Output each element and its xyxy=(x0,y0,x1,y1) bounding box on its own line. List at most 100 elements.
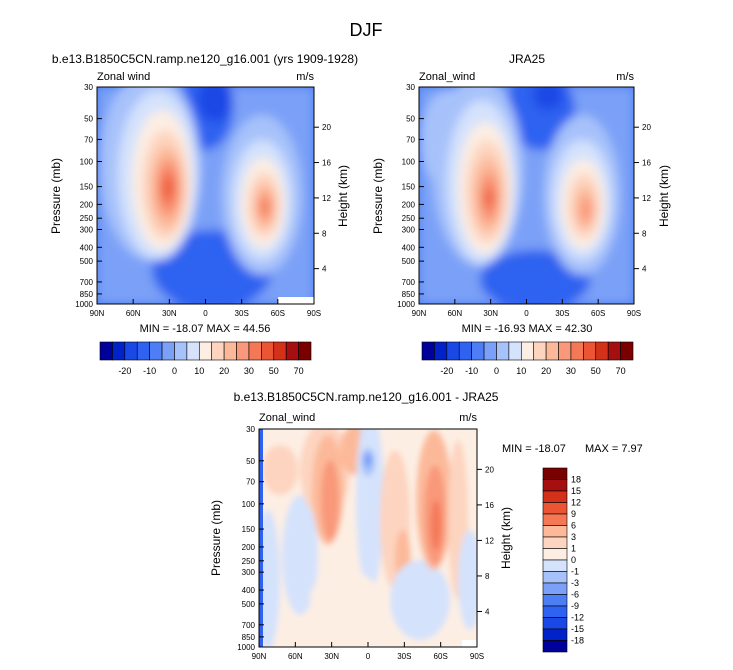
panel-obs-ytick-label: 850 xyxy=(402,290,416,299)
panel-obs-xtick-label: 0 xyxy=(524,309,529,318)
panel-obs-ytick-label: 1000 xyxy=(397,300,415,309)
panel-diff-ytick-label: 500 xyxy=(242,600,256,609)
panel-obs-contours xyxy=(419,87,634,304)
panel-diff-ytick-label: 250 xyxy=(242,557,256,566)
panel-diff-colorbar-label: 3 xyxy=(571,532,576,542)
panel-diff-colorbar-box xyxy=(542,594,568,607)
panel-model-stats: MIN = -18.07 MAX = 44.56 xyxy=(140,323,271,335)
panel-diff-colorbar-label: -6 xyxy=(571,590,579,600)
panel-obs-y2tick-label: 20 xyxy=(642,123,651,132)
panel-diff-colorbar-label: -12 xyxy=(571,613,584,623)
panel-obs-y2tick-label: 8 xyxy=(642,229,647,238)
panel-diff-xtick-label: 60S xyxy=(434,652,448,661)
panel-obs-colorbar: -20 -10 0 10 20 30 50 70 xyxy=(421,341,634,376)
panel-model-ytick-label: 250 xyxy=(80,214,94,223)
panel-model-colorbar-box xyxy=(174,341,188,361)
panel-obs-colorbar-box xyxy=(545,341,559,361)
panel-diff-colorbar-label: 9 xyxy=(571,509,576,519)
panel-model-ylabel: Pressure (mb) xyxy=(49,158,63,234)
panel-model-colorbar-label: 50 xyxy=(269,366,279,376)
panel-model-colorbar-box xyxy=(223,341,237,361)
panel-diff-colorbar-box xyxy=(542,617,568,630)
panel-obs-xtick-label: 30N xyxy=(483,309,498,318)
panel-model-variable-label: Zonal wind xyxy=(97,71,150,83)
panel-model-colorbar-box xyxy=(198,341,213,361)
panel-obs-y2tick-label: 16 xyxy=(642,159,651,168)
panel-obs-xtick-label: 90N xyxy=(412,309,427,318)
panel-model-colorbar-label: 10 xyxy=(194,366,204,376)
panel-model-ytick-label: 850 xyxy=(80,290,94,299)
panel-obs-ytick-label: 500 xyxy=(402,257,416,266)
panel-model-xtick-label: 90S xyxy=(307,309,321,318)
panel-obs-colorbar-box xyxy=(421,341,435,361)
panel-model-colorbar-box xyxy=(285,341,299,361)
panel-obs-ytick-label: 70 xyxy=(406,135,415,144)
panel-model-ytick-label: 150 xyxy=(80,183,94,192)
panel-obs: JRA25 Zonal_wind m/s xyxy=(371,52,671,376)
panel-diff-title: b.e13.B1850C5CN.ramp.ne120_g16.001 - JRA… xyxy=(234,390,499,404)
panel-diff-ylabel: Pressure (mb) xyxy=(209,500,223,576)
panel-obs-ytick-label: 150 xyxy=(402,183,416,192)
panel-model-y2tick-label: 20 xyxy=(322,123,331,132)
panel-model-ytick-label: 70 xyxy=(84,135,93,144)
panel-obs-colorbar-box xyxy=(583,341,597,361)
panel-obs-xtick-label: 60S xyxy=(591,309,605,318)
panel-diff-colorbar-label: -18 xyxy=(571,636,584,646)
panel-model-xtick-label: 90N xyxy=(90,309,105,318)
panel-obs-colorbar-label: -10 xyxy=(465,366,478,376)
panel-diff-colorbar-label: -15 xyxy=(571,624,584,634)
panel-diff-colorbar-label: -3 xyxy=(571,578,579,588)
panel-obs-colorbar-box xyxy=(558,341,572,361)
panel-model-ytick-label: 400 xyxy=(80,243,94,252)
panel-diff-colorbar-box xyxy=(542,490,568,503)
panel-obs-colorbar-label: 10 xyxy=(516,366,526,376)
panel-diff-ytick-label: 50 xyxy=(246,457,255,466)
panel-obs-colorbar-box xyxy=(446,341,460,361)
panel-diff-stats-min: MIN = -18.07 xyxy=(502,443,566,455)
panel-obs-colorbar-box xyxy=(607,341,621,361)
panel-diff-colorbar-label: 12 xyxy=(571,498,581,508)
panel-diff-xtick-label: 30S xyxy=(397,652,411,661)
panel-model-y2tick-label: 4 xyxy=(322,265,327,274)
panel-obs-ytick-label: 250 xyxy=(402,214,416,223)
panel-diff-colorbar-box xyxy=(542,571,568,584)
panel-obs-colorbar-box xyxy=(496,341,510,361)
panel-obs-colorbar-box xyxy=(520,341,535,361)
panel-diff-xtick-label: 60N xyxy=(288,652,303,661)
panel-obs-ytick-label: 100 xyxy=(402,158,416,167)
panel-model-y2tick-label: 16 xyxy=(322,159,331,168)
panel-obs-stats: MIN = -16.93 MAX = 42.30 xyxy=(462,323,593,335)
panel-diff-y2tick-label: 20 xyxy=(485,465,494,474)
panel-diff-ytick-label: 300 xyxy=(242,568,256,577)
panel-diff-colorbar-box xyxy=(542,628,568,641)
panel-model-xtick-label: 0 xyxy=(203,309,208,318)
panel-model: b.e13.B1850C5CN.ramp.ne120_g16.001 (yrs … xyxy=(49,52,358,376)
panel-obs-colorbar-box xyxy=(570,341,584,361)
panel-model-colorbar-box xyxy=(261,341,275,361)
panel-model-colorbar-label: 30 xyxy=(244,366,254,376)
panel-model-ytick-label: 300 xyxy=(80,225,94,234)
panel-obs-ytick-label: 50 xyxy=(406,115,415,124)
panel-obs-colorbar-label: 70 xyxy=(616,366,626,376)
panel-diff-colorbar-label: 18 xyxy=(571,475,581,485)
panel-obs-colorbar-label: 50 xyxy=(591,366,601,376)
panel-obs-colorbar-label: 20 xyxy=(541,366,551,376)
panel-diff-colorbar-box xyxy=(542,582,568,595)
panel-diff-colorbar-box xyxy=(542,605,568,618)
panel-model-xtick-label: 60S xyxy=(271,309,285,318)
panel-model-ytick-label: 500 xyxy=(80,257,94,266)
panel-diff-y2tick-label: 4 xyxy=(485,607,490,616)
panel-diff-xtick-label: 0 xyxy=(366,652,371,661)
panel-diff-ytick-label: 30 xyxy=(246,425,255,434)
panel-diff-colorbar-box xyxy=(542,502,568,515)
panel-diff-colorbar-box xyxy=(542,548,568,561)
panel-obs-title: JRA25 xyxy=(509,52,545,66)
panel-obs-colorbar-box xyxy=(533,341,547,361)
panel-diff-contours xyxy=(259,429,477,647)
panel-obs-colorbar-label: 30 xyxy=(566,366,576,376)
panel-model-units: m/s xyxy=(296,71,314,83)
panel-obs-colorbar-box xyxy=(471,341,485,361)
panel-diff-xtick-label: 30N xyxy=(324,652,339,661)
panel-diff-xtick-label: 90S xyxy=(470,652,484,661)
